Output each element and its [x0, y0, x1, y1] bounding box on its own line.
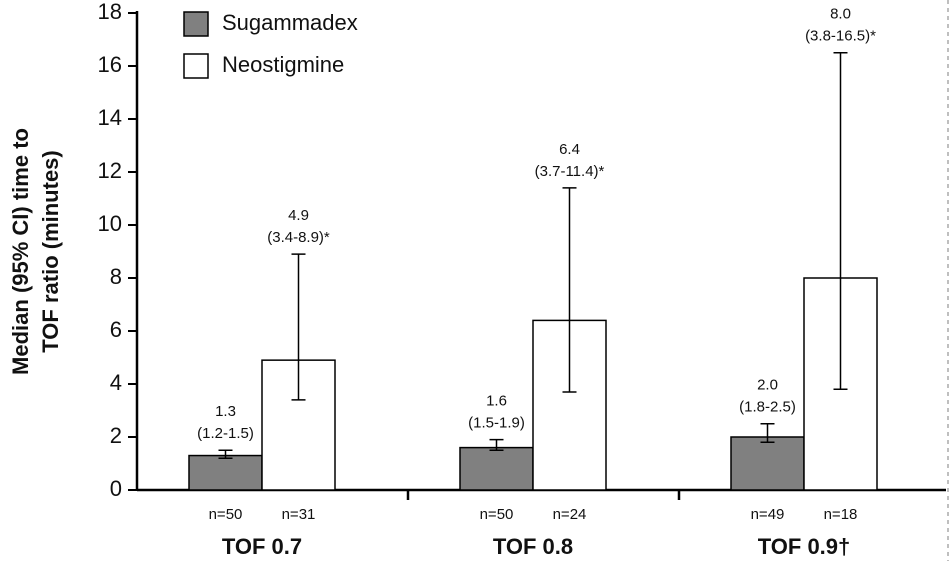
- y-axis-label: Median (95% CI) time to: [8, 128, 33, 375]
- n-label: n=50: [480, 506, 514, 523]
- x-tick-label: TOF 0.9†: [758, 534, 851, 559]
- bar: [188, 454, 263, 491]
- y-tick-label: 16: [98, 52, 122, 77]
- y-tick-label: 2: [110, 423, 122, 448]
- error-bar: [489, 438, 504, 451]
- error-bar: [291, 253, 306, 401]
- error-bar: [833, 52, 848, 391]
- value-label: 4.9: [288, 207, 309, 224]
- ci-label: (1.5-1.9): [468, 415, 525, 432]
- value-label: 1.6: [486, 393, 507, 410]
- error-bar: [562, 187, 577, 393]
- ci-label: (3.8-16.5)*: [805, 28, 876, 45]
- value-label: 6.4: [559, 141, 580, 158]
- bar: [459, 446, 534, 491]
- n-label: n=24: [553, 506, 587, 523]
- legend-label: Neostigmine: [222, 52, 344, 77]
- y-tick-label: 0: [110, 476, 122, 501]
- y-tick-label: 6: [110, 317, 122, 342]
- ci-label: (3.7-11.4)*: [535, 163, 605, 180]
- value-label: 2.0: [757, 377, 778, 394]
- value-label: 1.3: [215, 403, 236, 420]
- legend-label: Sugammadex: [222, 10, 358, 35]
- ci-label: (1.8-2.5): [739, 399, 796, 416]
- legend-swatch: [183, 53, 209, 79]
- x-tick-label: TOF 0.7: [222, 534, 302, 559]
- value-label: 8.0: [830, 6, 851, 23]
- x-tick-label: TOF 0.8: [493, 534, 573, 559]
- y-tick-label: 18: [98, 0, 122, 24]
- error-bar: [218, 449, 233, 459]
- y-tick-label: 12: [98, 158, 122, 183]
- ci-label: (3.4-8.9)*: [267, 229, 330, 246]
- y-tick-label: 8: [110, 264, 122, 289]
- y-tick-label: 4: [110, 370, 122, 395]
- bar: [730, 436, 805, 491]
- error-bar: [760, 423, 775, 444]
- n-label: n=49: [751, 506, 785, 523]
- ci-label: (1.2-1.5): [197, 425, 254, 442]
- y-tick-label: 14: [98, 105, 122, 130]
- y-axis-label: TOF ratio (minutes): [38, 150, 63, 353]
- n-label: n=18: [824, 506, 858, 523]
- n-label: n=31: [282, 506, 316, 523]
- legend-swatch: [183, 11, 209, 37]
- y-tick-label: 10: [98, 211, 122, 236]
- n-label: n=50: [209, 506, 243, 523]
